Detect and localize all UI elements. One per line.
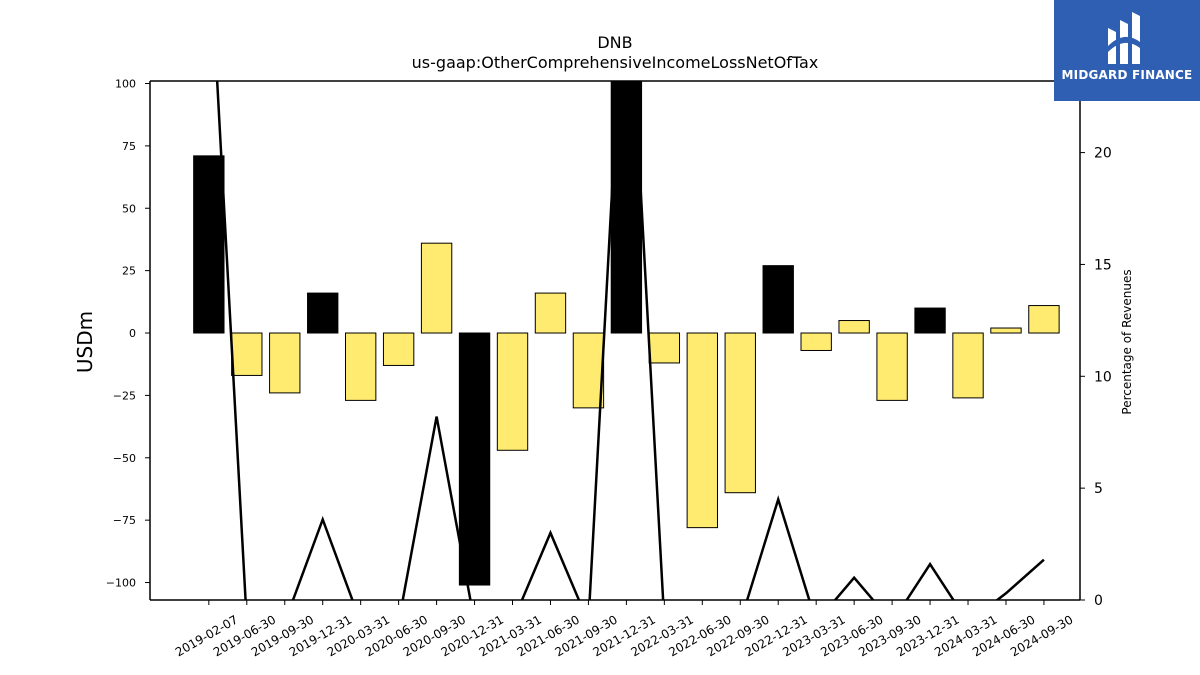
midgard-logo-icon	[1108, 12, 1140, 64]
bar	[876, 332, 908, 401]
y2-tick-label: 20	[1094, 146, 1112, 162]
revenue-percentage-line	[215, 81, 1045, 600]
y2-axis-label: Percentage of Revenues	[1120, 269, 1134, 414]
y-tick-label: 50	[122, 202, 136, 215]
bar	[952, 332, 984, 399]
y-tick-label: −100	[106, 577, 136, 590]
bar	[990, 327, 1022, 334]
bar	[800, 332, 832, 351]
bar	[762, 265, 794, 334]
y-tick-label: −50	[113, 452, 136, 465]
y-tick-label: 100	[115, 77, 136, 90]
bar	[572, 332, 605, 409]
y2-tick-label: 15	[1094, 257, 1112, 273]
brand-logo: MIDGARD FINANCE	[1054, 0, 1200, 101]
y-axis-label: USDm	[73, 311, 97, 373]
bar	[648, 332, 681, 364]
y2-tick-label: 5	[1094, 481, 1103, 497]
chart-subtitle: us-gaap:OtherComprehensiveIncomeLossNetO…	[412, 53, 819, 72]
bar	[458, 332, 491, 586]
bar-series	[193, 81, 1060, 586]
bar	[534, 292, 567, 334]
bar	[420, 242, 453, 334]
bar	[307, 292, 339, 334]
y-tick-label: 25	[122, 265, 136, 278]
bar	[382, 332, 415, 366]
y-tick-label: 75	[122, 140, 136, 153]
bar	[838, 320, 870, 334]
bar	[496, 332, 529, 451]
bar	[269, 332, 301, 394]
bar	[914, 307, 946, 334]
y-tick-label: −25	[113, 389, 136, 402]
y-tick-label: −75	[113, 514, 136, 527]
y-tick-label: 0	[129, 327, 136, 340]
bar	[724, 332, 756, 494]
y2-tick-label: 0	[1094, 593, 1103, 609]
bar	[1028, 305, 1060, 334]
bar	[231, 332, 263, 376]
axes	[149, 80, 1081, 601]
line-series	[215, 81, 1045, 600]
brand-name: MIDGARD FINANCE	[1061, 68, 1193, 82]
bar	[686, 332, 718, 529]
bar	[344, 332, 377, 401]
y2-tick-label: 10	[1094, 369, 1112, 385]
chart-title: DNB	[597, 33, 632, 52]
bar	[193, 155, 225, 334]
